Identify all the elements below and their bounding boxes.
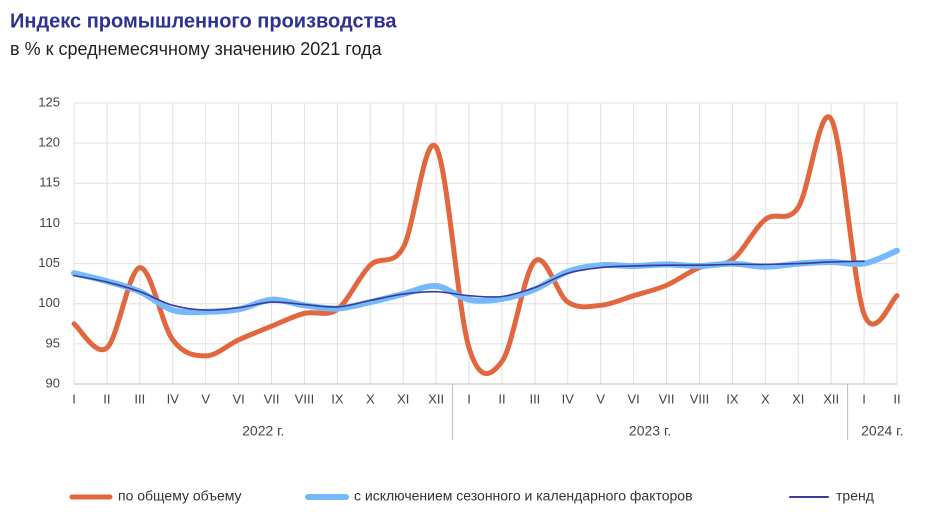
x-tick-label: XII [823, 391, 839, 406]
x-tick-label: XI [397, 391, 409, 406]
x-tick-label: VI [627, 391, 639, 406]
legend-item: тренд [789, 488, 874, 504]
y-tick-label: 115 [39, 175, 60, 190]
y-tick-label: 125 [38, 94, 60, 109]
x-tick-label: I [467, 391, 471, 406]
x-tick-label: II [498, 391, 505, 406]
x-tick-label: VI [232, 391, 244, 406]
x-tick-label: V [201, 391, 210, 406]
y-tick-label: 95 [46, 335, 60, 350]
x-tick-label: VII [264, 391, 280, 406]
series-line [71, 114, 900, 377]
x-tick-label: I [862, 391, 866, 406]
group-label: 2023 г. [629, 423, 671, 439]
chart-title: Индекс промышленного производства [10, 10, 397, 32]
x-tick-label: III [529, 391, 540, 406]
x-tick-label: IV [562, 391, 575, 406]
series-line [71, 247, 900, 316]
group-label: 2022 г. [242, 423, 284, 439]
x-tick-label: IX [331, 391, 344, 406]
x-tick-label: V [596, 391, 605, 406]
chart-subtitle: в % к среднемесячному значению 2021 года [10, 39, 383, 59]
series-line [73, 260, 865, 312]
x-tick-label: VII [659, 391, 675, 406]
y-tick-label: 110 [39, 215, 60, 230]
legend: по общему объему с исключением сезонного … [69, 488, 874, 504]
y-tick-label: 105 [38, 255, 60, 270]
y-tick-label: 100 [38, 295, 60, 310]
x-tick-label: VIII [690, 391, 710, 406]
legend-label: с исключением сезонного и календарного ф… [354, 488, 693, 504]
x-tick-label: XII [428, 391, 444, 406]
legend-label: тренд [836, 488, 874, 504]
x-tick-label: II [893, 391, 900, 406]
legend-item: с исключением сезонного и календарного ф… [305, 488, 693, 504]
y-tick-label: 120 [38, 135, 60, 150]
x-tick-label: X [761, 391, 770, 406]
x-tick-label: VIII [295, 391, 315, 406]
x-tick-label: XI [792, 391, 804, 406]
x-tick-label: X [366, 391, 375, 406]
legend-label: по общему объему [118, 488, 242, 504]
x-tick-label: I [72, 391, 76, 406]
y-tick-label: 90 [46, 375, 60, 390]
x-tick-label: II [103, 391, 110, 406]
x-tick-label: IV [167, 391, 180, 406]
group-label: 2024 г. [861, 423, 903, 439]
x-tick-label: III [134, 391, 145, 406]
x-tick-label: IX [726, 391, 739, 406]
legend-item: по общему объему [69, 488, 242, 504]
